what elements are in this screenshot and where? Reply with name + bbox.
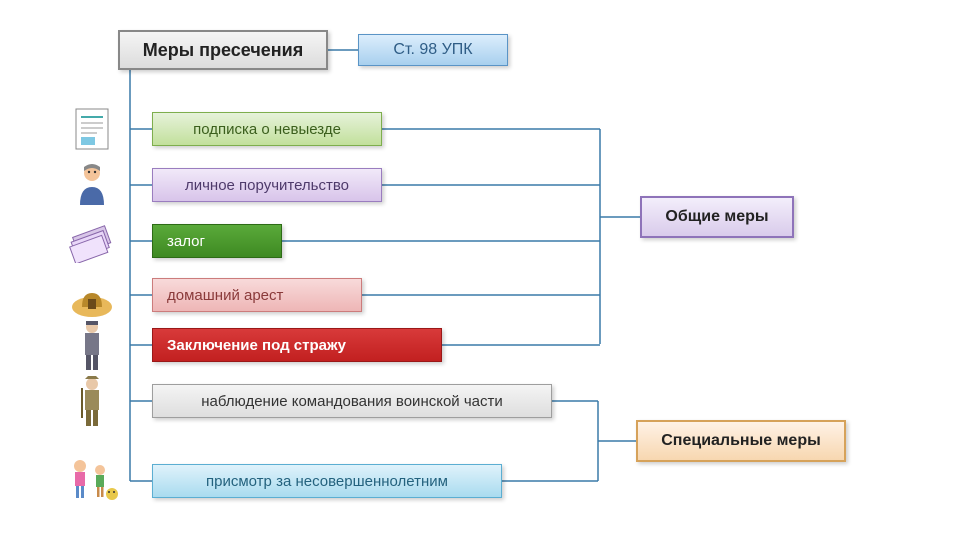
- item-box-5: наблюдение командования воинской части: [152, 384, 552, 418]
- title-box: Меры пресечения: [118, 30, 328, 70]
- item-box-1: личное поручительство: [152, 168, 382, 202]
- children-icon: [62, 457, 122, 505]
- military-icon: [62, 377, 122, 425]
- item-box-3: домашний арест: [152, 278, 362, 312]
- guard-icon: [62, 321, 122, 369]
- item-box-6: присмотр за несовершеннолетним: [152, 464, 502, 498]
- item-box-2: залог: [152, 224, 282, 258]
- money-icon: [62, 217, 122, 265]
- reference-box: Ст. 98 УПК: [358, 34, 508, 66]
- person-icon: [62, 161, 122, 209]
- house-icon: [62, 271, 122, 319]
- group-box-0: Общие меры: [640, 196, 794, 238]
- group-box-1: Специальные меры: [636, 420, 846, 462]
- item-box-0: подписка о невыезде: [152, 112, 382, 146]
- item-box-4: Заключение под стражу: [152, 328, 442, 362]
- document-icon: [62, 105, 122, 153]
